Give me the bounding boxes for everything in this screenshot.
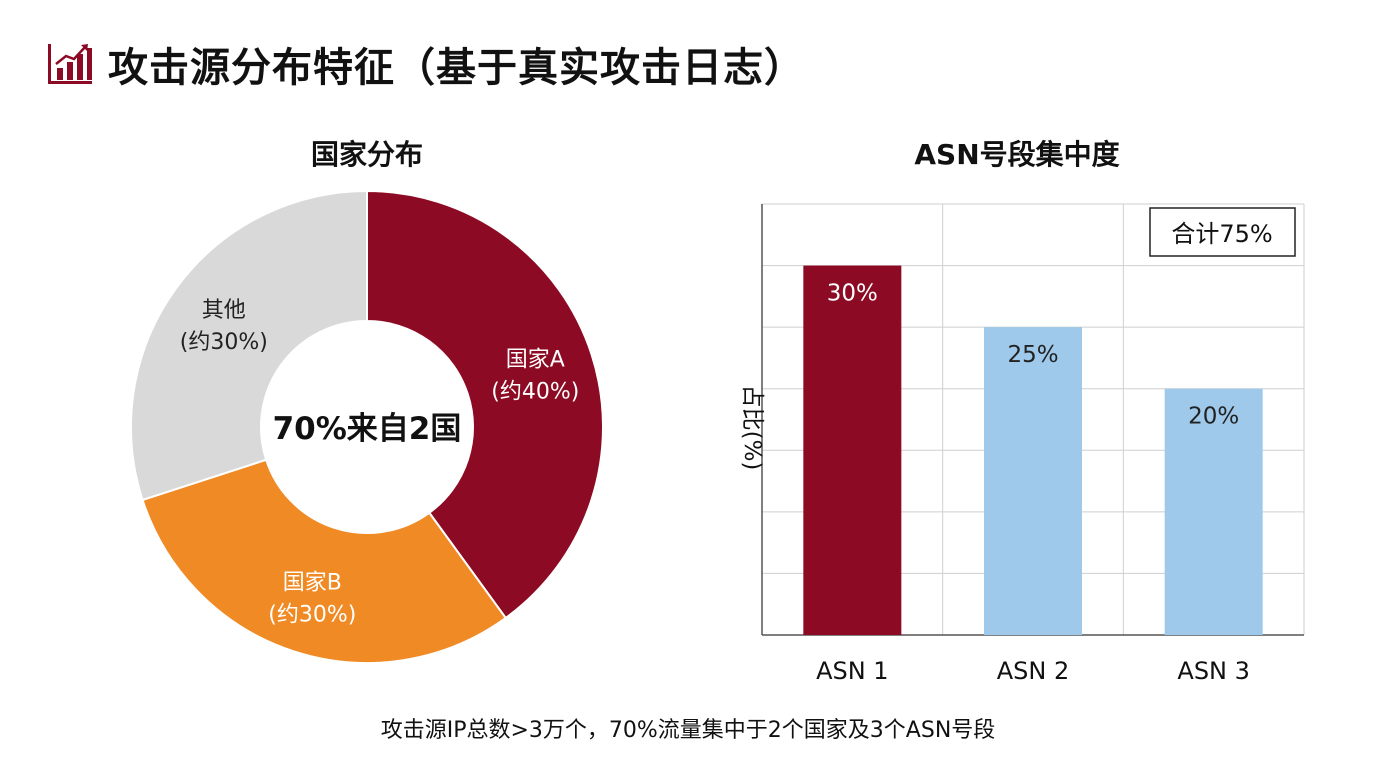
pie-slice-name-1: 国家A (506, 347, 565, 372)
pie-chart-title: 国家分布 (310, 138, 423, 171)
x-tick-label-2: ASN 2 (997, 657, 1070, 685)
country-donut-chart: 国家A (约40%) 国家B (约30%) 其他 (约30%) 70%来自2国 (130, 189, 604, 664)
pie-slice-2 (141, 458, 508, 664)
bar-2 (984, 327, 1082, 635)
pie-slice-1 (366, 189, 604, 620)
bar-1 (803, 265, 902, 635)
x-tick-label-3: ASN 3 (1177, 657, 1250, 685)
bar-data-label-2: 25% (1007, 342, 1058, 368)
bar-3 (1164, 388, 1263, 635)
pie-slice-percent-2: (约30%) (268, 602, 356, 627)
bar-data-label-3: 20% (1188, 404, 1239, 430)
pie-slice-percent-1: (约40%) (491, 379, 579, 404)
total-annotation-box (1149, 207, 1296, 257)
y-axis-label: 占比(%) (739, 385, 765, 471)
asn-bar-chart: 30% ASN 1 25% ASN 2 20% ASN 3 占比(%) 合计75% (739, 203, 1305, 685)
pie-slice-name-3: 其他 (202, 298, 246, 323)
bar-chart-trend-icon (48, 44, 92, 84)
bar-chart-title: ASN号段集中度 (914, 138, 1120, 171)
page-header: 攻击源分布特征（基于真实攻击日志） (46, 34, 805, 94)
total-annotation-text: 合计75% (1171, 220, 1272, 248)
bar-data-label-1: 30% (827, 281, 878, 307)
total-annotation: 合计75% (1149, 207, 1296, 257)
donut-center-label: 70%来自2国 (273, 411, 462, 447)
pie-slice-percent-3: (约30%) (180, 330, 268, 355)
footer-summary: 攻击源IP总数>3万个，70%流量集中于2个国家及3个ASN号段 (380, 718, 996, 743)
page-title: 攻击源分布特征（基于真实攻击日志） (108, 45, 805, 91)
pie-slice-3 (130, 189, 368, 502)
pie-slice-name-2: 国家B (283, 570, 342, 595)
x-tick-label-1: ASN 1 (816, 657, 889, 685)
